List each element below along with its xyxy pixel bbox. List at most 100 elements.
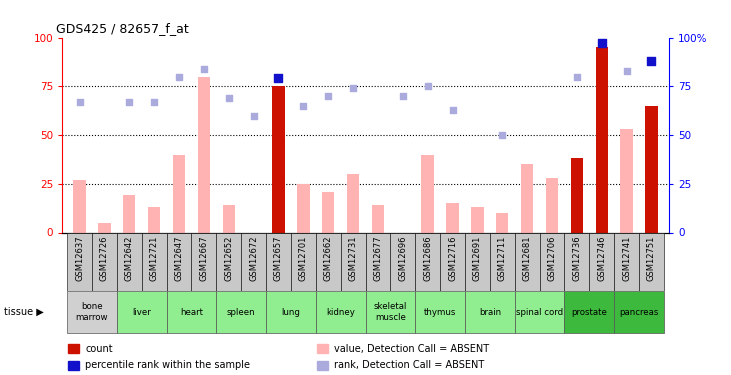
Text: GSM12746: GSM12746 xyxy=(597,236,606,281)
Text: GSM12701: GSM12701 xyxy=(299,236,308,281)
Bar xyxy=(68,344,79,353)
Point xyxy=(173,74,185,80)
Bar xyxy=(645,106,658,232)
Point xyxy=(496,132,508,138)
Bar xyxy=(447,203,459,232)
Text: GSM12652: GSM12652 xyxy=(224,236,233,281)
Bar xyxy=(341,232,366,291)
Text: percentile rank within the sample: percentile rank within the sample xyxy=(86,360,250,370)
Point xyxy=(322,93,334,99)
Point xyxy=(571,74,583,80)
Bar xyxy=(366,291,415,333)
Bar xyxy=(197,76,210,232)
Point xyxy=(74,99,86,105)
Bar xyxy=(67,291,117,333)
Text: liver: liver xyxy=(132,308,151,316)
Text: GSM12706: GSM12706 xyxy=(548,236,556,281)
Bar xyxy=(596,47,608,232)
Text: GSM12642: GSM12642 xyxy=(125,236,134,281)
Bar xyxy=(316,291,366,333)
Bar xyxy=(317,344,328,353)
Bar xyxy=(564,291,614,333)
Text: prostate: prostate xyxy=(572,308,607,316)
Bar xyxy=(297,184,309,232)
Text: GSM12657: GSM12657 xyxy=(274,236,283,281)
Bar xyxy=(291,232,316,291)
Text: GDS425 / 82657_f_at: GDS425 / 82657_f_at xyxy=(56,22,189,35)
Bar xyxy=(390,232,415,291)
Bar xyxy=(596,47,608,232)
Bar xyxy=(639,232,664,291)
Text: GSM12731: GSM12731 xyxy=(349,236,357,281)
Text: thymus: thymus xyxy=(424,308,456,316)
Bar xyxy=(546,178,558,232)
Bar xyxy=(465,232,490,291)
Text: rank, Detection Call = ABSENT: rank, Detection Call = ABSENT xyxy=(334,360,484,370)
Text: GSM12751: GSM12751 xyxy=(647,236,656,281)
Point xyxy=(273,75,284,81)
Text: GSM12667: GSM12667 xyxy=(200,236,208,281)
Bar xyxy=(465,291,515,333)
Text: skeletal
muscle: skeletal muscle xyxy=(374,303,407,322)
Bar xyxy=(515,291,564,333)
Bar xyxy=(167,232,192,291)
Bar xyxy=(415,232,440,291)
Bar xyxy=(148,207,160,232)
Text: GSM12677: GSM12677 xyxy=(374,236,382,281)
Bar xyxy=(322,192,334,232)
Text: GSM12736: GSM12736 xyxy=(572,236,581,281)
Bar xyxy=(73,180,86,232)
Bar xyxy=(564,232,589,291)
Bar xyxy=(192,232,216,291)
Point xyxy=(621,68,632,74)
Bar xyxy=(167,291,216,333)
Point xyxy=(248,112,260,118)
Text: brain: brain xyxy=(479,308,501,316)
Text: heart: heart xyxy=(180,308,203,316)
Bar xyxy=(614,291,664,333)
Text: value, Detection Call = ABSENT: value, Detection Call = ABSENT xyxy=(334,344,489,354)
Bar xyxy=(571,158,583,232)
Text: GSM12741: GSM12741 xyxy=(622,236,631,281)
Text: GSM12716: GSM12716 xyxy=(448,236,457,281)
Text: GSM12662: GSM12662 xyxy=(324,236,333,281)
Point xyxy=(645,58,657,64)
Text: tissue ▶: tissue ▶ xyxy=(4,307,43,317)
Bar xyxy=(67,232,92,291)
Text: GSM12681: GSM12681 xyxy=(523,236,531,281)
Text: GSM12696: GSM12696 xyxy=(398,236,407,281)
Bar xyxy=(216,291,266,333)
Bar xyxy=(216,232,241,291)
Text: GSM12691: GSM12691 xyxy=(473,236,482,281)
Text: GSM12647: GSM12647 xyxy=(175,236,183,281)
Bar xyxy=(366,232,390,291)
Bar xyxy=(316,232,341,291)
Point xyxy=(596,40,607,46)
Text: pancreas: pancreas xyxy=(619,308,659,316)
Bar xyxy=(515,232,539,291)
Point xyxy=(148,99,160,105)
Bar xyxy=(222,205,235,232)
Bar xyxy=(117,291,167,333)
Text: kidney: kidney xyxy=(326,308,355,316)
Bar xyxy=(266,232,291,291)
Text: GSM12637: GSM12637 xyxy=(75,236,84,281)
Bar xyxy=(521,164,534,232)
Bar xyxy=(589,232,614,291)
Text: GSM12721: GSM12721 xyxy=(150,236,159,281)
Bar xyxy=(117,232,142,291)
Bar xyxy=(614,232,639,291)
Text: bone
marrow: bone marrow xyxy=(76,303,108,322)
Point xyxy=(422,83,433,89)
Bar xyxy=(496,213,509,232)
Text: spinal cord: spinal cord xyxy=(516,308,563,316)
Bar xyxy=(621,129,633,232)
Text: GSM12672: GSM12672 xyxy=(249,236,258,281)
Bar xyxy=(422,154,434,232)
Bar xyxy=(266,291,316,333)
Bar xyxy=(372,205,385,232)
Bar xyxy=(68,361,79,370)
Bar xyxy=(92,232,117,291)
Bar xyxy=(346,174,359,232)
Bar xyxy=(241,232,266,291)
